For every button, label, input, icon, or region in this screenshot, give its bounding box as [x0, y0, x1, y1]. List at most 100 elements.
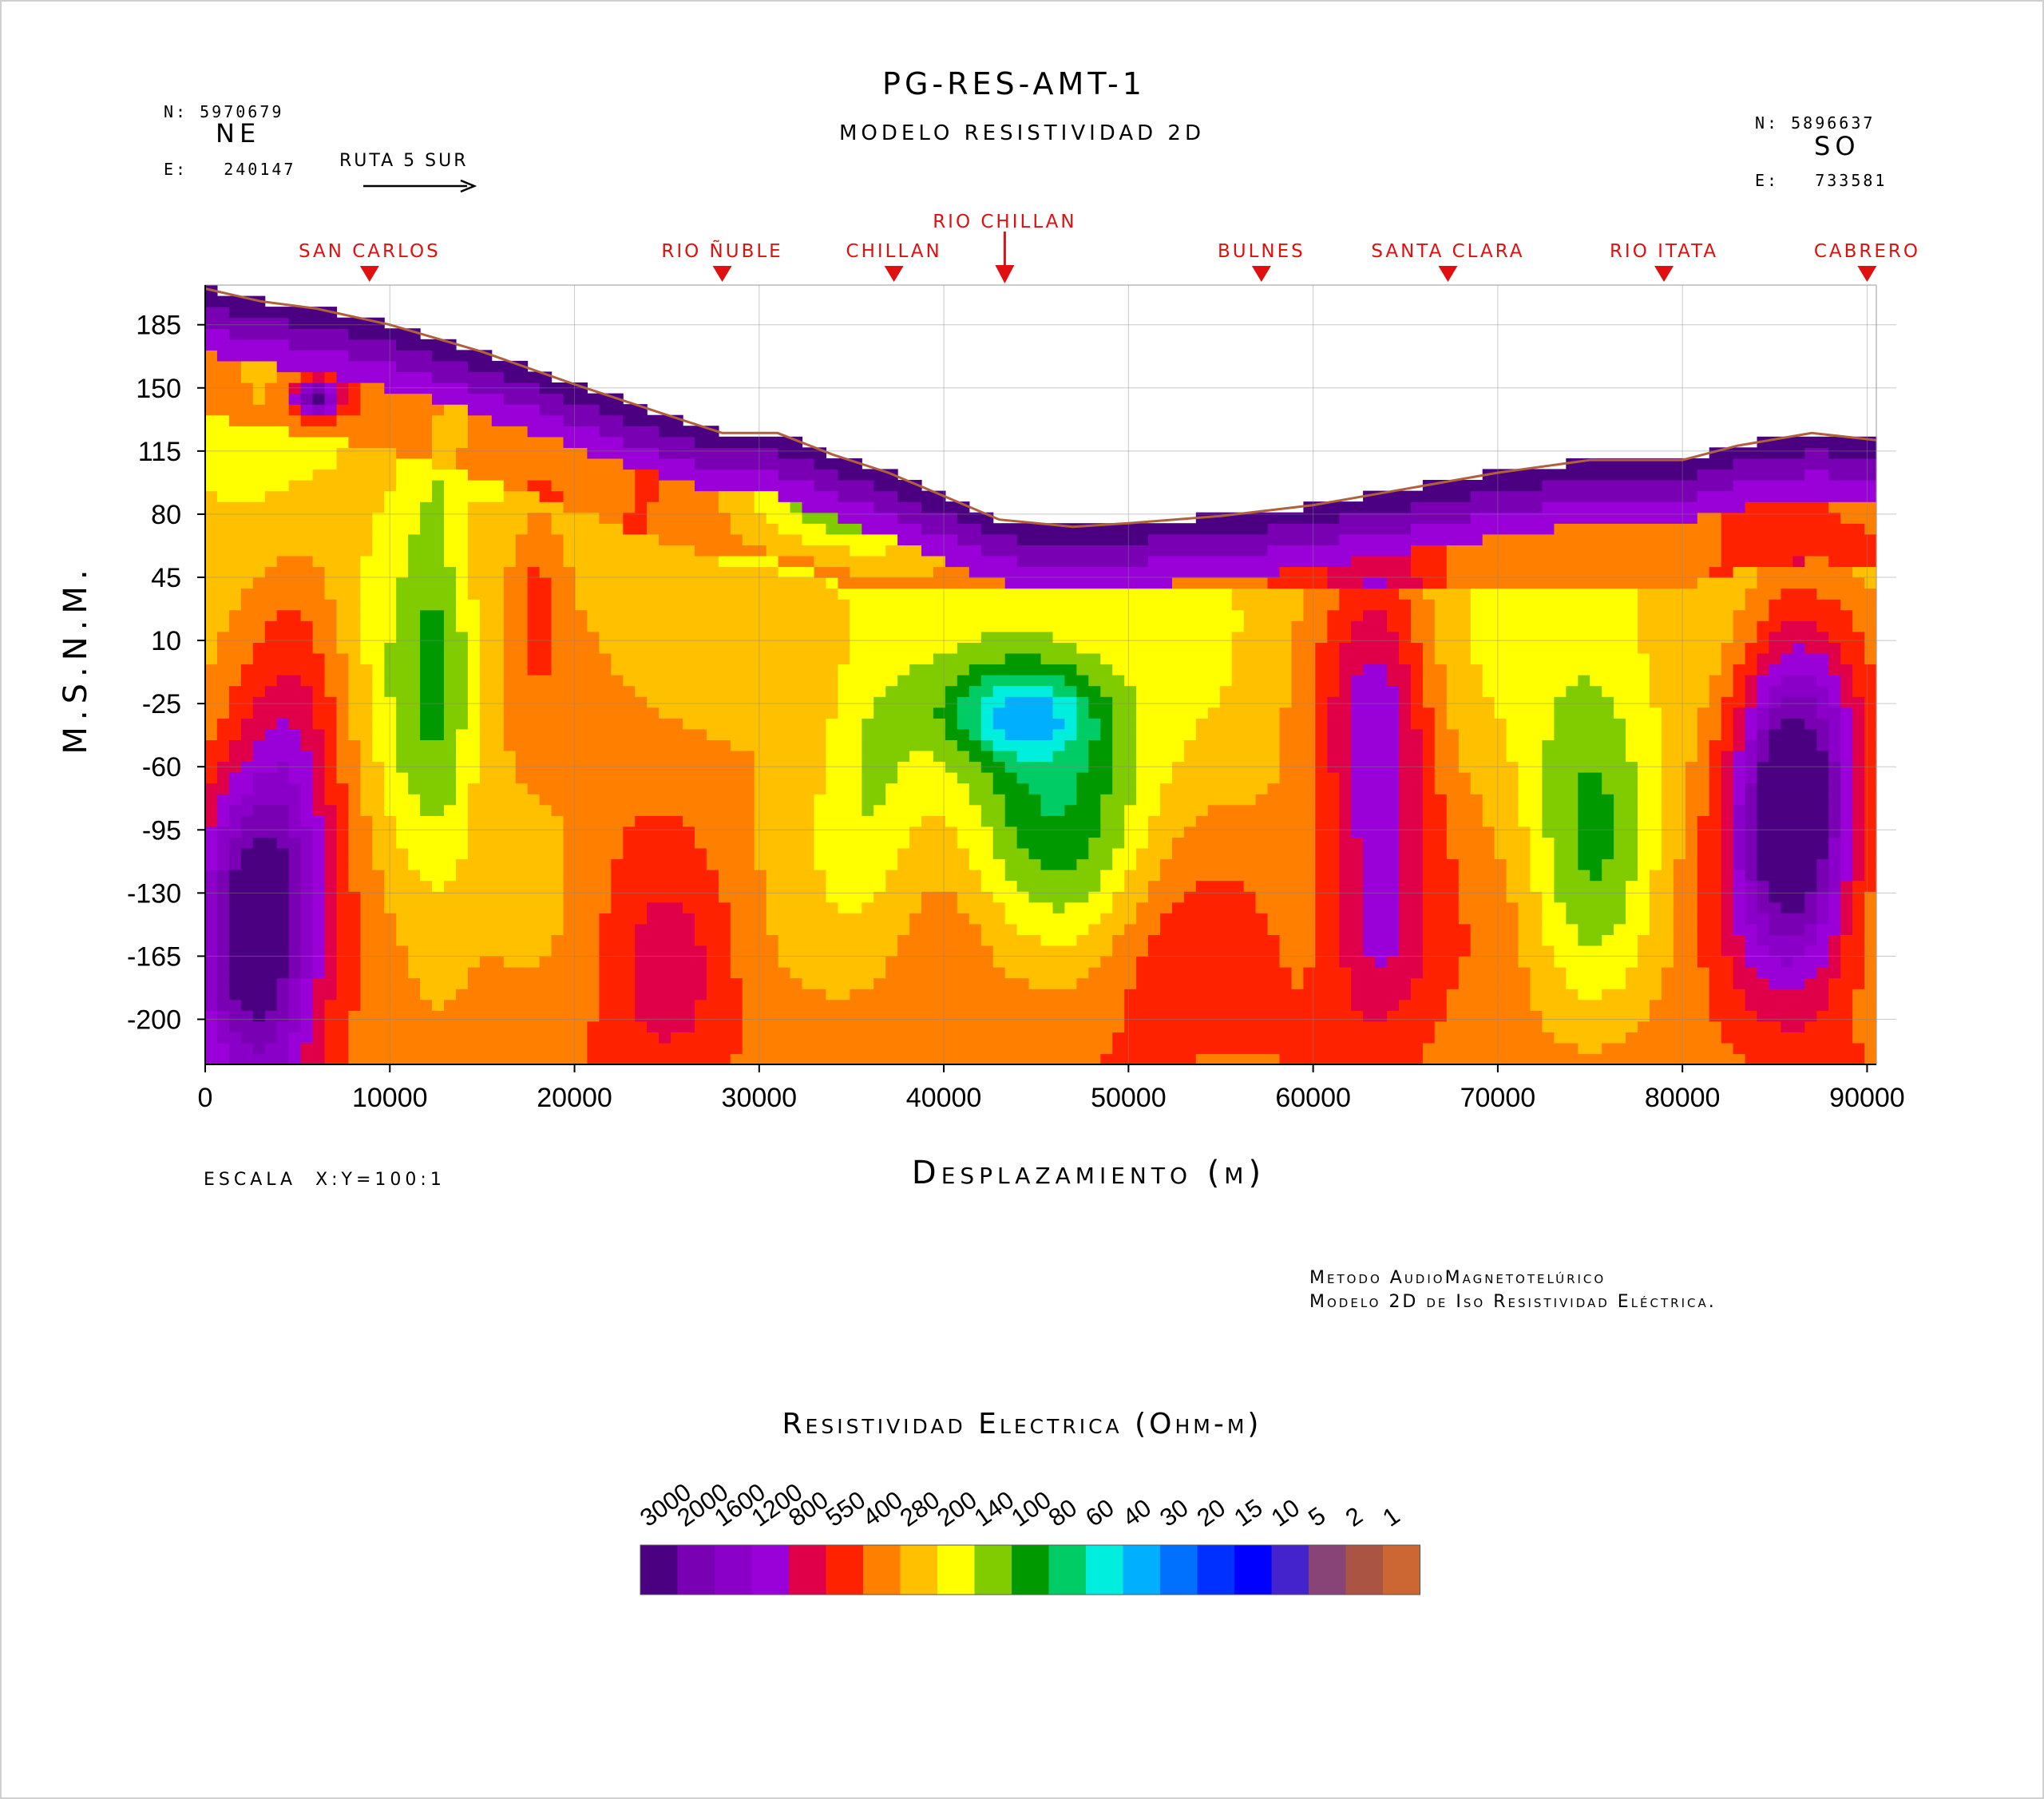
resistivity-cell — [635, 815, 683, 827]
resistivity-cell — [921, 891, 958, 903]
resistivity-cell — [1422, 794, 1448, 806]
resistivity-cell — [228, 913, 290, 925]
location-label: SAN CARLOS — [299, 241, 441, 262]
resistivity-cell — [1470, 923, 1519, 935]
resistivity-cell — [1387, 675, 1412, 687]
resistivity-cell — [539, 794, 755, 806]
resistivity-cell — [1709, 977, 1734, 989]
resistivity-cell — [599, 999, 636, 1011]
resistivity-cell — [838, 490, 898, 502]
resistivity-cell — [1626, 901, 1650, 913]
resistivity-cell — [240, 858, 290, 870]
resistivity-cell — [467, 436, 564, 448]
resistivity-cell — [252, 772, 290, 784]
legend-value-label: 30 — [1155, 1493, 1193, 1532]
resistivity-cell — [360, 620, 397, 632]
resistivity-cell — [1339, 675, 1352, 687]
resistivity-cell — [1840, 913, 1853, 925]
resistivity-cell — [599, 989, 636, 1001]
resistivity-cell — [1745, 901, 1758, 913]
resistivity-cell — [1733, 631, 1758, 643]
resistivity-cell — [1733, 858, 1746, 870]
resistivity-cell — [1733, 783, 1746, 794]
resistivity-cell — [1721, 728, 1734, 740]
resistivity-cell — [1554, 696, 1614, 708]
resistivity-cell — [408, 545, 445, 557]
resistivity-cell — [216, 815, 230, 827]
resistivity-cell — [503, 599, 529, 611]
resistivity-cell — [659, 426, 719, 438]
resistivity-cell — [264, 685, 314, 697]
resistivity-cell — [396, 837, 469, 849]
resistivity-cell — [1327, 739, 1352, 751]
resistivity-cell — [1315, 750, 1328, 763]
resistivity-cell — [336, 945, 361, 957]
resistivity-cell — [1339, 913, 1364, 925]
resistivity-cell — [432, 880, 445, 892]
resistivity-cell — [1554, 728, 1626, 740]
resistivity-cell — [1769, 977, 1805, 989]
resistivity-cell — [873, 891, 922, 903]
x-tick-label: 80000 — [1645, 1083, 1721, 1113]
resistivity-cell — [1231, 675, 1292, 687]
resistivity-cell — [1088, 750, 1113, 763]
resistivity-cell — [1852, 718, 1865, 730]
resistivity-cell — [1864, 804, 1877, 816]
resistivity-cell — [312, 404, 326, 416]
resistivity-cell — [1578, 858, 1602, 870]
resistivity-cell — [1781, 718, 1805, 730]
resistivity-cell — [276, 761, 290, 773]
resistivity-cell — [324, 566, 361, 578]
resistivity-cell — [1363, 490, 1472, 502]
resistivity-cell — [683, 901, 731, 913]
resistivity-cell — [479, 696, 505, 708]
resistivity-cell — [1422, 783, 1436, 794]
resistivity-cell — [599, 945, 636, 957]
resistivity-cell — [992, 750, 1018, 763]
resistivity-cell — [1852, 761, 1865, 773]
resistivity-cell — [1614, 837, 1638, 849]
resistivity-cell — [1757, 652, 1781, 665]
resistivity-cell — [826, 891, 874, 903]
resistivity-cell — [503, 393, 564, 405]
resistivity-cell — [1339, 804, 1352, 816]
resistivity-cell — [873, 696, 946, 708]
resistivity-cell — [1052, 696, 1077, 708]
resistivity-cell — [1745, 728, 1758, 740]
resistivity-cell — [1816, 967, 1841, 979]
resistivity-cell — [1339, 870, 1364, 882]
resistivity-cell — [1852, 783, 1865, 794]
resistivity-cell — [1076, 707, 1089, 719]
resistivity-cell — [718, 555, 779, 568]
resistivity-cell — [969, 783, 994, 794]
resistivity-cell — [312, 891, 326, 903]
resistivity-cell — [814, 555, 946, 568]
resistivity-cell — [1399, 804, 1424, 816]
resistivity-cell — [324, 967, 338, 979]
resistivity-cell — [1733, 675, 1746, 687]
resistivity-cell — [1315, 837, 1340, 849]
resistivity-cell — [467, 642, 481, 654]
resistivity-cell — [1506, 750, 1543, 763]
y-tick-label: 185 — [136, 311, 181, 341]
resistivity-cell — [1661, 739, 1698, 751]
resistivity-cell — [444, 620, 457, 632]
resistivity-cell — [205, 858, 218, 870]
resistivity-cell — [336, 728, 349, 740]
resistivity-cell — [921, 501, 970, 513]
resistivity-cell — [1757, 891, 1769, 903]
resistivity-cell — [635, 934, 695, 946]
resistivity-cell — [336, 934, 361, 946]
resistivity-cell — [288, 426, 433, 438]
resistivity-cell — [396, 815, 469, 827]
resistivity-cell — [324, 880, 338, 892]
resistivity-cell — [1339, 664, 1364, 676]
resistivity-cell — [1840, 923, 1853, 935]
resistivity-cell — [1351, 783, 1400, 794]
resistivity-cell — [288, 404, 302, 416]
resistivity-cell — [384, 804, 421, 816]
resistivity-cell — [348, 804, 361, 816]
resistivity-cell — [1721, 923, 1734, 935]
resistivity-cell — [1721, 934, 1746, 946]
resistivity-cell — [862, 783, 886, 794]
